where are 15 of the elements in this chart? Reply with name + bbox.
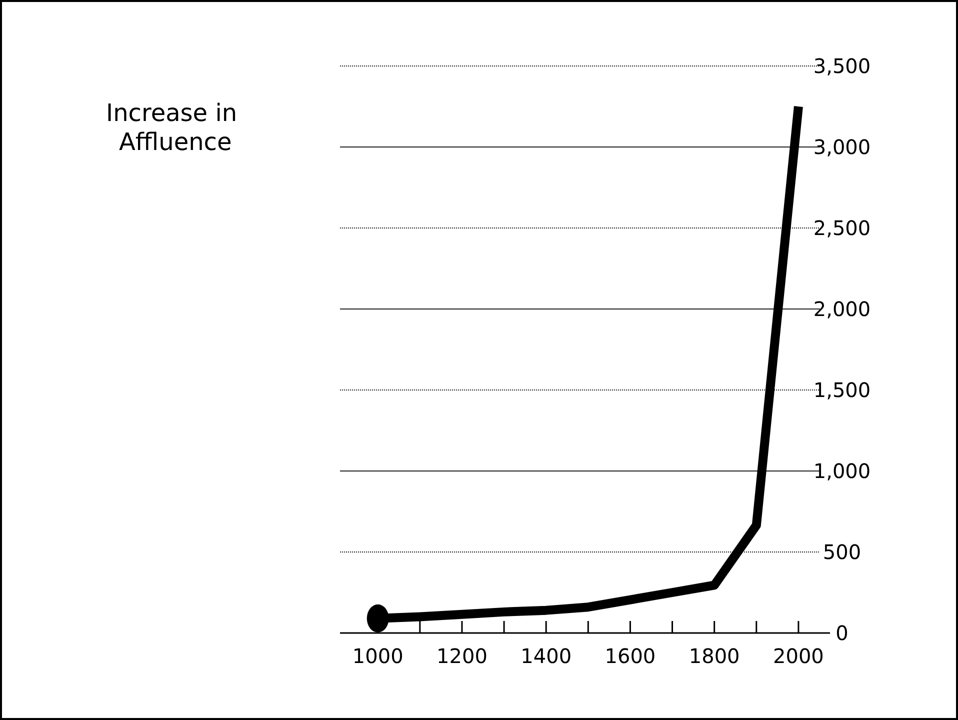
y-tick-label: 1,500 bbox=[813, 378, 871, 402]
x-tick-label: 2000 bbox=[773, 644, 824, 668]
y-tick-label: 2,000 bbox=[813, 297, 871, 321]
x-tick-label: 1200 bbox=[436, 644, 488, 668]
y-tick-label: 2,500 bbox=[813, 216, 871, 240]
y-tick-label: 3,500 bbox=[813, 54, 871, 78]
y-tick-label: 500 bbox=[822, 540, 862, 564]
y-tick-label: 3,000 bbox=[813, 135, 871, 159]
y-tick-label: 1,000 bbox=[813, 459, 871, 483]
x-tick-label: 1800 bbox=[688, 644, 740, 668]
x-tick-label: 1600 bbox=[604, 644, 656, 668]
x-tick-label: 1000 bbox=[352, 644, 404, 668]
text: Increase in Affluence bbox=[106, 99, 238, 156]
x-tick-label: 1400 bbox=[520, 644, 572, 668]
y-tick-label: 0 bbox=[836, 621, 848, 645]
